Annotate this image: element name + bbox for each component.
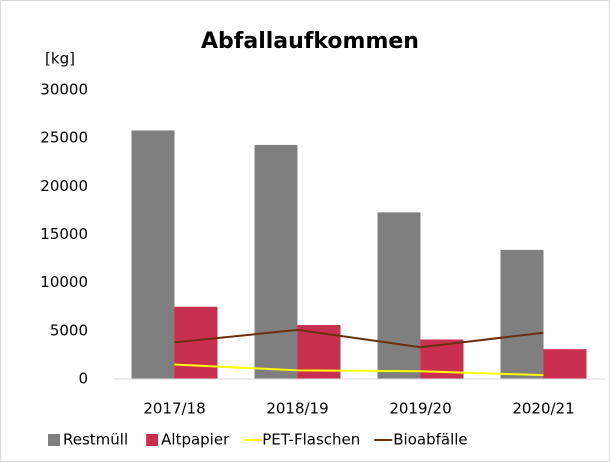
bar [174, 306, 218, 379]
y-tick-label: 10000 [40, 273, 88, 291]
bar [131, 130, 175, 379]
y-tick-label: 5000 [50, 321, 88, 339]
bar [254, 144, 298, 379]
x-tick-label: 2018/19 [266, 400, 328, 418]
chart-title: Abfallaufkommen [201, 29, 419, 54]
y-tick-label: 20000 [40, 177, 88, 195]
legend-label: Bioabfälle [393, 431, 467, 449]
line-series [174, 328, 544, 349]
legend-swatch [146, 434, 159, 446]
legend-label: Restmüll [63, 431, 128, 449]
y-axis-label: [kg] [45, 50, 75, 68]
x-tick-label: 2019/20 [389, 400, 451, 418]
y-tick-label: 15000 [40, 225, 88, 243]
y-tick-label: 30000 [40, 81, 88, 99]
x-tick-label: 2017/18 [143, 400, 205, 418]
bar [500, 249, 544, 379]
y-tick-label: 25000 [40, 129, 88, 147]
legend-swatch [48, 434, 60, 446]
line-series [174, 363, 544, 377]
legend-label: Altpapier [161, 431, 230, 449]
x-tick-label: 2020/21 [512, 400, 574, 418]
legend-label: PET-Flaschen [262, 431, 360, 449]
bar [377, 212, 421, 379]
bar [543, 349, 587, 379]
y-tick-label: 0 [78, 370, 88, 388]
